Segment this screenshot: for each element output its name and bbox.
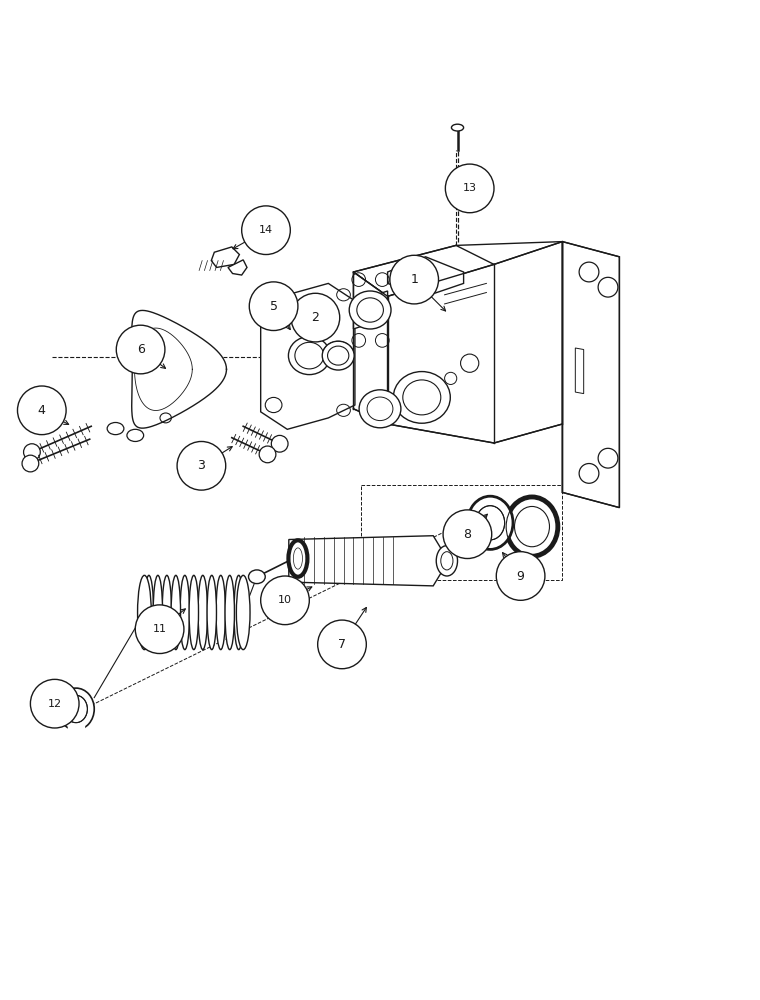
Polygon shape <box>68 724 84 732</box>
Circle shape <box>177 441 226 490</box>
Circle shape <box>261 576 309 625</box>
Ellipse shape <box>467 496 513 549</box>
Polygon shape <box>261 283 355 429</box>
Ellipse shape <box>289 540 308 577</box>
Ellipse shape <box>506 497 558 556</box>
Ellipse shape <box>180 575 189 650</box>
Text: 3: 3 <box>198 459 205 472</box>
Circle shape <box>116 325 165 374</box>
Text: 1: 1 <box>410 273 418 286</box>
Circle shape <box>24 444 40 460</box>
Text: 14: 14 <box>259 225 273 235</box>
Ellipse shape <box>234 575 243 650</box>
Ellipse shape <box>65 695 87 723</box>
Circle shape <box>291 293 340 342</box>
Text: 5: 5 <box>270 300 277 313</box>
Circle shape <box>445 164 494 213</box>
Ellipse shape <box>107 422 124 435</box>
Ellipse shape <box>154 575 163 650</box>
Ellipse shape <box>189 575 198 650</box>
Text: 12: 12 <box>48 699 62 709</box>
Ellipse shape <box>394 372 450 423</box>
Text: 10: 10 <box>278 595 292 605</box>
Ellipse shape <box>162 575 172 650</box>
Ellipse shape <box>436 546 458 576</box>
Polygon shape <box>289 536 448 586</box>
Ellipse shape <box>58 688 94 730</box>
Polygon shape <box>388 242 562 443</box>
Ellipse shape <box>249 570 265 584</box>
Circle shape <box>318 620 366 669</box>
Ellipse shape <box>451 124 464 131</box>
Ellipse shape <box>138 575 151 650</box>
Circle shape <box>242 206 290 255</box>
Polygon shape <box>228 260 247 275</box>
Text: 4: 4 <box>38 404 46 417</box>
Circle shape <box>135 605 184 654</box>
Ellipse shape <box>144 575 154 650</box>
Ellipse shape <box>322 341 354 370</box>
Polygon shape <box>353 245 494 296</box>
Polygon shape <box>211 247 239 267</box>
Text: 8: 8 <box>464 528 471 541</box>
Text: 9: 9 <box>517 570 524 582</box>
Text: 2: 2 <box>312 311 319 324</box>
Text: 7: 7 <box>338 638 346 651</box>
Circle shape <box>249 282 298 331</box>
Ellipse shape <box>225 575 234 650</box>
Circle shape <box>22 455 39 472</box>
Ellipse shape <box>207 575 217 650</box>
Circle shape <box>390 255 439 304</box>
Ellipse shape <box>476 506 505 540</box>
Polygon shape <box>353 272 388 424</box>
Circle shape <box>259 446 276 463</box>
Ellipse shape <box>359 390 401 428</box>
Polygon shape <box>388 257 464 296</box>
Polygon shape <box>562 242 619 508</box>
Circle shape <box>496 552 545 600</box>
Text: 11: 11 <box>153 624 166 634</box>
Ellipse shape <box>127 429 144 441</box>
Polygon shape <box>131 310 226 428</box>
Circle shape <box>30 679 79 728</box>
Ellipse shape <box>289 337 330 375</box>
Ellipse shape <box>216 575 226 650</box>
Circle shape <box>271 435 288 452</box>
Ellipse shape <box>293 548 302 569</box>
Circle shape <box>17 386 66 435</box>
Ellipse shape <box>198 575 207 650</box>
Text: 13: 13 <box>463 183 477 193</box>
Text: 6: 6 <box>137 343 144 356</box>
Circle shape <box>443 510 492 559</box>
Ellipse shape <box>236 575 250 650</box>
Ellipse shape <box>171 575 181 650</box>
Ellipse shape <box>515 506 549 547</box>
Ellipse shape <box>350 291 391 329</box>
Polygon shape <box>353 291 388 329</box>
